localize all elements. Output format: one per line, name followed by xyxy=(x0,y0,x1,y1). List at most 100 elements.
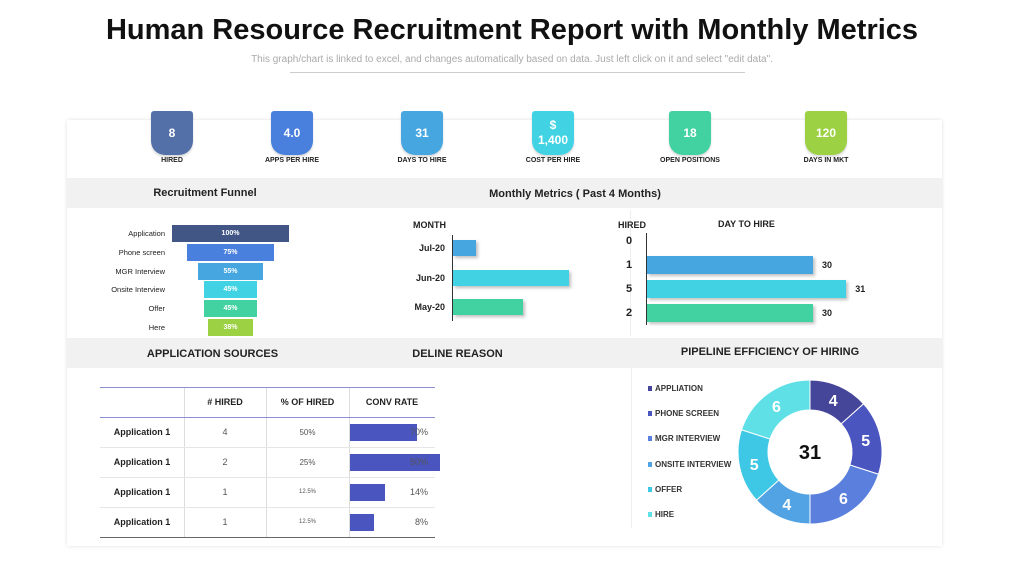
conv-rate-bar xyxy=(350,454,440,471)
legend-swatch xyxy=(648,386,652,391)
hired-label: 1 xyxy=(626,259,633,271)
table-border xyxy=(100,537,435,538)
legend-label: HIRE xyxy=(655,510,675,519)
hired-label: 0 xyxy=(626,235,633,247)
funnel-label: Application xyxy=(128,229,165,238)
funnel-label: Phone screen xyxy=(118,247,165,257)
kpi-value: 1,400 xyxy=(537,133,569,147)
kpi-value: 120 xyxy=(815,125,837,140)
hired-label: 5 xyxy=(626,283,633,295)
day-to-hire-value: 30 xyxy=(822,308,833,318)
donut-value: 6 xyxy=(772,399,781,416)
funnel-label: Onsite Interview xyxy=(111,285,165,295)
month-axis-label: MONTH xyxy=(413,220,446,230)
funnel-value: 75% xyxy=(223,248,238,256)
kpi-label: DAYS IN MKT xyxy=(803,157,849,164)
funnel-bar: 55% xyxy=(198,262,263,280)
donut-value: 5 xyxy=(750,457,759,474)
subtitle: This graph/chart is linked to excel, and… xyxy=(251,54,773,65)
legend-item: MGR INTERVIEW xyxy=(648,434,720,443)
source-name: Application 1 xyxy=(113,517,171,527)
column-divider xyxy=(266,388,267,537)
divider xyxy=(630,210,631,336)
legend-swatch xyxy=(648,411,652,417)
kpi-ribbon: 120 xyxy=(805,111,847,155)
donut-segment xyxy=(740,379,811,440)
kpi-label: COST PER HIRE xyxy=(525,157,581,164)
legend-item: HIRE xyxy=(648,510,674,519)
month-bar xyxy=(453,270,569,286)
kpi-value: 8 xyxy=(168,125,176,140)
legend-label: ONSITE INTERVIEW xyxy=(655,459,732,469)
kpi-value: $ xyxy=(549,118,557,132)
kpi-value: 18 xyxy=(683,125,697,140)
source-name: Application 1 xyxy=(113,487,171,497)
column-divider xyxy=(184,388,185,537)
funnel-bar: 38% xyxy=(208,319,253,336)
kpi-label: DAYS TO HIRE xyxy=(397,157,447,164)
donut-value: 6 xyxy=(839,491,848,508)
donut-value: 4 xyxy=(782,497,791,514)
kpi-label: OPEN POSITIONS xyxy=(660,157,720,164)
legend-swatch xyxy=(648,512,652,517)
legend-label: APPLIATION xyxy=(655,384,703,393)
kpi-label: APPS PER HIRE xyxy=(264,157,320,164)
conv-rate-bar xyxy=(350,514,374,531)
day-to-hire-bar xyxy=(647,280,847,298)
month-label: Jun-20 xyxy=(415,273,445,283)
day-to-hire-bar xyxy=(647,256,813,274)
divider xyxy=(290,72,745,73)
kpi-value: 31 xyxy=(415,125,429,140)
pipeline-header: PIPELINE EFFICIENCY OF HIRING xyxy=(680,346,860,358)
funnel-bar: 75% xyxy=(186,243,275,261)
month-label: Jul-20 xyxy=(418,243,445,253)
legend-item: ONSITE INTERVIEW xyxy=(648,460,731,469)
funnel-bar: 100% xyxy=(172,225,289,242)
funnel-value: 45% xyxy=(223,286,238,294)
month-bar xyxy=(453,240,477,256)
hired-count: 1 xyxy=(222,487,228,497)
pipeline-donut-chart: 4 5 6 4 5 6 31 xyxy=(737,379,883,525)
axis-line xyxy=(646,233,647,325)
row-divider xyxy=(100,477,435,478)
hired-percent: 12.5% xyxy=(298,489,316,495)
header-band xyxy=(67,338,942,368)
decline-header: DELINE REASON xyxy=(412,348,503,360)
funnel-value: 55% xyxy=(223,267,238,275)
donut-center-value: 31 xyxy=(799,442,821,464)
conv-rate-value: 8% xyxy=(414,517,428,527)
hired-count: 1 xyxy=(222,517,228,527)
hired-count: 4 xyxy=(222,427,228,437)
day-to-hire-value: 31 xyxy=(855,284,866,294)
donut-value: 4 xyxy=(829,393,838,410)
legend-swatch xyxy=(648,436,652,442)
column-header: CONV RATE xyxy=(365,397,419,407)
kpi-ribbon: 4.0 xyxy=(271,111,313,155)
page-title: Human Resource Recruitment Report with M… xyxy=(105,14,919,46)
source-name: Application 1 xyxy=(113,457,171,467)
legend-item: OFFER xyxy=(648,485,682,494)
legend-label: OFFER xyxy=(655,484,683,494)
funnel-value: 45% xyxy=(223,305,238,313)
hired-label: 2 xyxy=(626,307,633,319)
hired-axis-label: HIRED xyxy=(618,220,647,230)
row-divider xyxy=(100,447,435,448)
funnel-label: Offer xyxy=(148,304,165,314)
legend-swatch xyxy=(648,461,652,467)
legend-item: APPLIATION xyxy=(648,384,703,393)
funnel-header: Recruitment Funnel xyxy=(153,187,257,199)
hired-percent: 12.5% xyxy=(298,519,316,525)
legend-label: MGR INTERVIEW xyxy=(655,434,721,444)
month-bar xyxy=(453,299,523,315)
header-band xyxy=(67,178,942,208)
monthly-header: Monthly Metrics ( Past 4 Months) xyxy=(489,188,661,200)
sources-header: APPLICATION SOURCES xyxy=(146,348,279,360)
column-header: # HIRED xyxy=(207,397,243,407)
kpi-label: HIRED xyxy=(161,157,183,164)
axis-line xyxy=(452,235,453,321)
column-divider xyxy=(349,388,350,537)
donut-value: 5 xyxy=(861,433,870,450)
source-name: Application 1 xyxy=(113,427,171,437)
divider xyxy=(631,368,632,528)
conv-rate-value: 50% xyxy=(409,457,428,467)
